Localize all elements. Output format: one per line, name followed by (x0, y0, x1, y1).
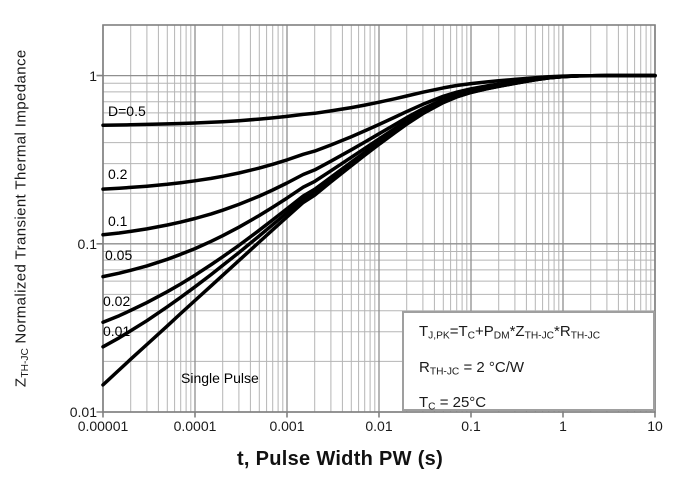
annotation-subscript: C (428, 401, 436, 413)
annotation-text: =T (449, 323, 468, 340)
annotation-text: +P (474, 323, 494, 340)
curve-label-d-0.1: 0.1 (108, 213, 128, 229)
annotation-text: T (419, 323, 429, 340)
x-tick-label: 0.001 (269, 418, 305, 434)
y-tick-label: 1 (89, 67, 97, 84)
annotation-line: TJ,PK=TC+PDM*ZTH-JC*RTH-JC (419, 316, 653, 352)
curve-label-single-pulse: Single Pulse (181, 370, 259, 386)
annotation-subscript: C (467, 330, 475, 342)
annotation-subscript: J,PK (428, 330, 450, 342)
y-tick-label: 0.01 (69, 404, 97, 420)
annotation-subscript: DM (493, 330, 510, 342)
curve-label-d-0.01: 0.01 (103, 323, 131, 339)
annotation-text: T (419, 394, 429, 412)
conditions-annotation-box: TJ,PK=TC+PDM*ZTH-JC*RTH-JC RTH-JC = 2 °C/… (402, 311, 655, 413)
annotation-subscript: TH-JC (429, 366, 460, 378)
curve-label-d-0.05: 0.05 (105, 247, 133, 263)
annotation-line: RTH-JC = 2 °C/W (419, 352, 653, 388)
x-tick-label: 1 (559, 418, 567, 434)
annotation-text: = 2 °C/W (459, 358, 525, 376)
x-tick-label: 10 (647, 418, 663, 434)
annotation-line: TC = 25°C (419, 387, 653, 423)
annotation-text: = 25°C (435, 394, 487, 412)
annotation-subscript: TH-JC (524, 330, 555, 342)
annotation-text: *Z (509, 323, 525, 340)
x-tick-label: 0.00001 (77, 418, 129, 434)
curve-label-d-0.5: D=0.5 (108, 103, 146, 119)
curve-label-d-0.2: 0.2 (108, 166, 128, 182)
y-tick-label: 0.1 (77, 235, 97, 252)
annotation-subscript: TH-JC (570, 330, 601, 342)
curve-label-d-0.02: 0.02 (103, 293, 131, 309)
impedance-curves (101, 73, 657, 387)
x-tick-label: 0.0001 (173, 418, 217, 434)
x-axis-title: t, Pulse Width PW (s) (236, 448, 444, 470)
axis-ticks (96, 74, 656, 418)
curve-single-pulse (101, 73, 657, 387)
x-tick-label: 0.1 (461, 418, 481, 434)
annotation-text: R (419, 358, 430, 376)
x-tick-label: 0.01 (365, 418, 393, 434)
annotation-text: *R (554, 323, 571, 340)
